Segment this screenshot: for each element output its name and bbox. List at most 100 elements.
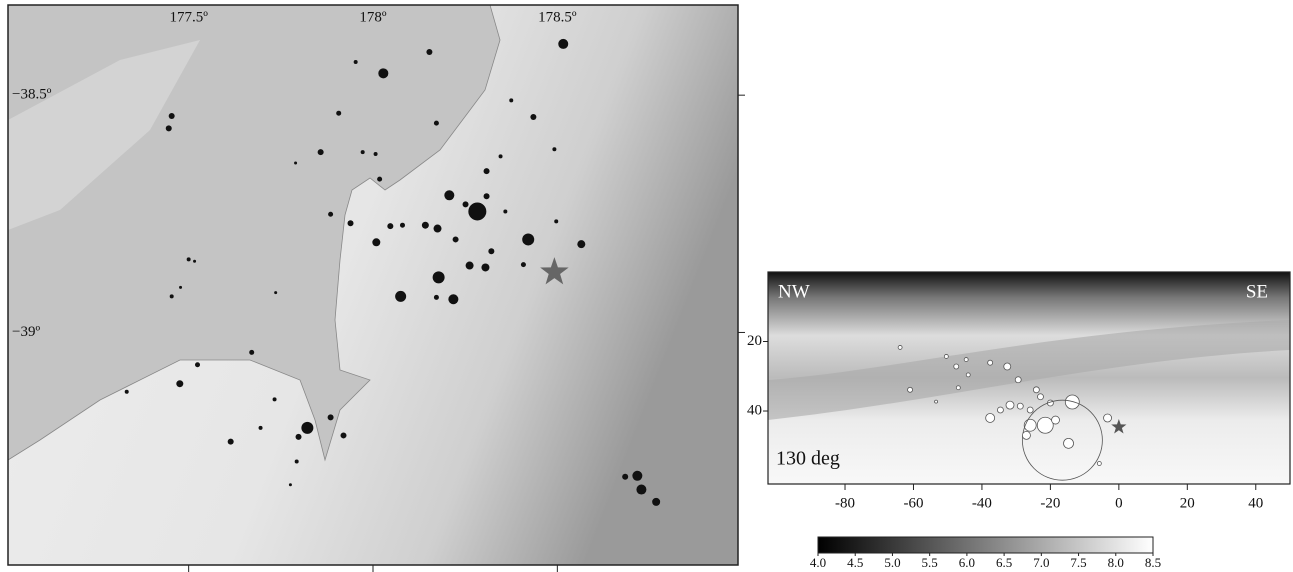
section-azimuth-label: 130 deg [776, 448, 840, 470]
colorbar-tick-label: 5.0 [884, 555, 900, 570]
colorbar-tick-label: 6.5 [996, 555, 1012, 570]
map-event [468, 202, 486, 220]
section-x-tick-label: 0 [1115, 495, 1123, 511]
map-event [294, 162, 297, 165]
colorbar-tick-label: 4.0 [810, 555, 826, 570]
section-event [908, 387, 913, 392]
map-event [554, 219, 558, 223]
map-x-tick-label: 178.5º [538, 9, 577, 25]
colorbar-tick-label: 6.0 [959, 555, 975, 570]
map-event [444, 190, 454, 200]
map-event [169, 113, 175, 119]
map-event [481, 263, 489, 271]
map-event [259, 426, 263, 430]
map-event [348, 220, 354, 226]
map-event [484, 168, 490, 174]
map-event [448, 294, 458, 304]
map-event [466, 262, 474, 270]
map-x-tick-label: 178º [359, 9, 387, 25]
map-event [488, 248, 494, 254]
section-event [964, 358, 968, 362]
map-event [354, 60, 358, 64]
map-event [509, 98, 513, 102]
section-event [1022, 431, 1030, 439]
section-left-label: NW [778, 281, 810, 302]
map-event [558, 39, 568, 49]
map-event [632, 471, 642, 481]
map-event [652, 498, 660, 506]
map-event [377, 177, 382, 182]
map-event [318, 149, 324, 155]
map-event [387, 223, 393, 229]
colorbar-tick-label: 5.5 [922, 555, 938, 570]
section-x-tick-label: -80 [835, 495, 855, 511]
section-event [997, 407, 1003, 413]
map-event [361, 150, 365, 154]
colorbar-tick-label: 7.5 [1070, 555, 1086, 570]
section-x-tick-label: -60 [903, 495, 923, 511]
map-event [170, 294, 174, 298]
colorbar-tick-label: 8.5 [1145, 555, 1161, 570]
section-event [935, 400, 938, 403]
map-event [395, 291, 406, 302]
map-event [577, 240, 585, 248]
section-y-tick-label: 20 [747, 333, 762, 349]
map-y-tick-label: −38.5º [12, 87, 52, 103]
figure: NW SE 130 deg 177.5º178º178.5º−38.5º−39º… [0, 0, 1293, 572]
map-event [179, 286, 182, 289]
section-x-tick-label: 20 [1180, 495, 1195, 511]
map-event [301, 422, 313, 434]
section-x-tick-label: 40 [1248, 495, 1263, 511]
colorbar-tick-label: 8.0 [1108, 555, 1124, 570]
map-event [296, 434, 302, 440]
map-event [374, 152, 378, 156]
map-event [195, 362, 200, 367]
section-event [898, 345, 902, 349]
map-event [522, 233, 534, 245]
map-event [295, 460, 299, 464]
map-event [176, 380, 183, 387]
map-event [341, 432, 347, 438]
map-event [328, 414, 334, 420]
section-event [1104, 414, 1112, 422]
map-event [463, 201, 469, 207]
section-event [986, 413, 995, 422]
colorbar-tick-label: 4.5 [847, 555, 863, 570]
section-y-tick-label: 40 [747, 402, 762, 418]
section-x-tick-label: -20 [1040, 495, 1060, 511]
section-event [954, 364, 959, 369]
section-event [988, 360, 993, 365]
section-event [1015, 377, 1021, 383]
map-event [434, 121, 439, 126]
map-event [125, 390, 129, 394]
map-event [187, 257, 191, 261]
section-event [1033, 387, 1039, 393]
map-event [434, 295, 439, 300]
map-y-tick-label: −39º [12, 324, 40, 340]
section-event [956, 386, 960, 390]
section-event [944, 354, 948, 358]
map-event [422, 222, 429, 229]
map-event [378, 68, 388, 78]
section-event [1097, 461, 1101, 465]
section-event [966, 373, 970, 377]
map-event [503, 209, 507, 213]
section-event [1064, 438, 1074, 448]
map-event [166, 125, 172, 131]
section-event [1006, 401, 1014, 409]
map-event [400, 223, 405, 228]
colorbar [818, 537, 1153, 553]
map-event [499, 154, 503, 158]
section-event [1024, 419, 1036, 431]
map-event [336, 111, 341, 116]
map-event [484, 193, 490, 199]
section-event [1004, 363, 1011, 370]
map-event [521, 262, 526, 267]
section-event [1037, 394, 1043, 400]
map-event [552, 147, 556, 151]
map-event [273, 397, 277, 401]
colorbar-tick-label: 7.0 [1033, 555, 1049, 570]
map-event [453, 236, 459, 242]
section-event [1017, 403, 1023, 409]
map-event [622, 474, 628, 480]
